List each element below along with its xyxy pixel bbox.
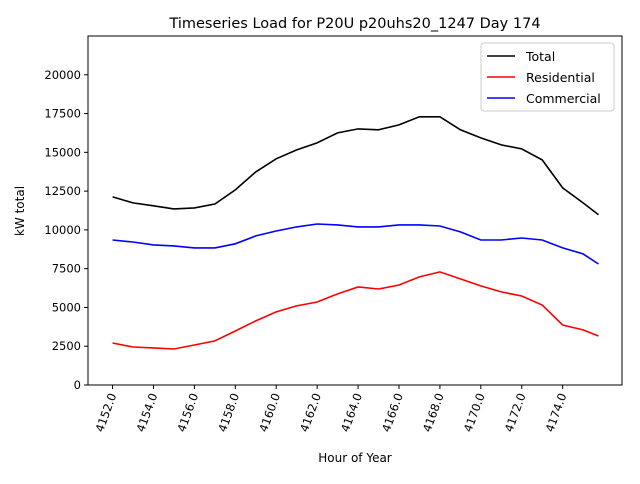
x-axis-label: Hour of Year bbox=[318, 451, 392, 465]
x-tick-label: 4168.0 bbox=[420, 391, 447, 434]
x-tick-label: 4152.0 bbox=[92, 391, 119, 434]
y-tick-label: 10000 bbox=[44, 223, 81, 237]
y-tick-label: 7500 bbox=[52, 262, 81, 276]
y-tick-label: 12500 bbox=[44, 184, 81, 198]
x-tick-label: 4164.0 bbox=[338, 391, 365, 434]
x-tick-label: 4162.0 bbox=[297, 391, 324, 434]
series-line-residential bbox=[112, 271, 599, 350]
legend-label-total: Total bbox=[525, 49, 555, 64]
legend-box bbox=[480, 42, 615, 112]
plot-area-frame bbox=[87, 35, 623, 386]
y-axis-label: kW total bbox=[13, 186, 27, 236]
legend-label-commercial: Commercial bbox=[526, 91, 601, 106]
x-tick-label: 4172.0 bbox=[502, 391, 529, 434]
series-line-total bbox=[112, 116, 599, 216]
x-tick-label: 4154.0 bbox=[133, 391, 160, 434]
x-tick-label: 4156.0 bbox=[174, 391, 201, 434]
x-tick-label: 4166.0 bbox=[379, 391, 406, 434]
x-tick-label: 4158.0 bbox=[215, 391, 242, 434]
y-tick-label: 15000 bbox=[44, 145, 81, 159]
y-tick-label: 20000 bbox=[44, 68, 81, 82]
y-tick-label: 5000 bbox=[52, 300, 81, 314]
y-tick-label: 0 bbox=[74, 378, 81, 392]
chart-title: Timeseries Load for P20U p20uhs20_1247 D… bbox=[168, 16, 540, 32]
legend: Total Residential Commercial bbox=[480, 42, 615, 112]
y-tick-label: 2500 bbox=[52, 339, 81, 353]
legend-label-residential: Residential bbox=[526, 70, 595, 85]
x-tick-label: 4174.0 bbox=[543, 391, 570, 434]
series-line-commercial bbox=[112, 223, 599, 265]
x-tick-label: 4170.0 bbox=[461, 391, 488, 434]
x-tick-label: 4160.0 bbox=[256, 391, 283, 434]
y-tick-label: 17500 bbox=[44, 107, 81, 121]
